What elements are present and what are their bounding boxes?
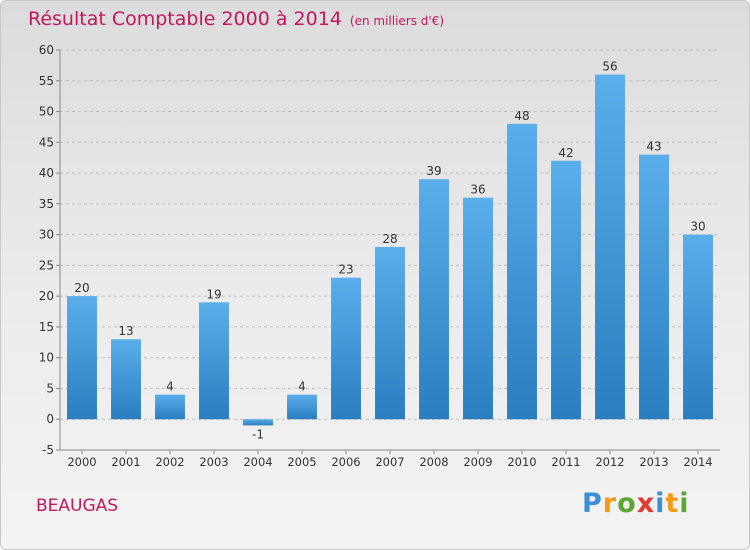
bar [287,394,317,420]
y-tick-label: 40 [39,166,54,180]
x-tick-label: 2002 [155,455,184,469]
x-tick-label: 2013 [639,455,668,469]
bar-value-label: 43 [646,140,661,154]
y-tick-label: 20 [39,289,54,303]
bar-value-label: 36 [470,183,485,197]
chart-title-unit: (en milliers d'€) [349,14,445,28]
y-tick-label: 50 [39,105,54,119]
proxiti-logo[interactable]: Proxiti [582,488,690,519]
y-tick-label: 10 [39,351,54,365]
chart-title-text: Résultat Comptable 2000 à 2014 [28,8,342,30]
logo-letter: i [655,488,666,519]
bar [463,197,493,420]
y-tick-label: 60 [39,43,54,57]
bar [243,419,273,426]
bar-value-label: 56 [602,60,617,74]
bar [155,394,185,420]
x-tick-label: 2012 [595,455,624,469]
bar-value-label: 4 [298,380,306,394]
x-tick-label: 2004 [243,455,272,469]
bar [683,234,713,420]
y-tick-label: 5 [46,381,54,395]
x-tick-label: 2014 [683,455,712,469]
bar [551,160,581,420]
y-tick-label: 15 [39,320,54,334]
bar [375,246,405,420]
x-tick-label: 2011 [551,455,580,469]
commune-name: BEAUGAS [36,496,119,516]
chart-title: Résultat Comptable 2000 à 2014 (en millie… [28,8,444,30]
x-tick-label: 2009 [463,455,492,469]
x-tick-label: 2007 [375,455,404,469]
bar-value-label: -1 [252,427,264,441]
x-tick-label: 2003 [199,455,228,469]
x-tick-label: 2005 [287,455,316,469]
bar-value-label: 28 [382,232,397,246]
x-tick-label: 2008 [419,455,448,469]
bar-value-label: 20 [74,281,89,295]
bar-value-label: 39 [426,164,441,178]
bar [331,277,361,420]
x-tick-label: 2000 [67,455,96,469]
logo-letter: P [582,488,603,519]
bar-value-label: 19 [206,287,221,301]
y-tick-label: 35 [39,197,54,211]
y-tick-label: 30 [39,228,54,242]
y-tick-label: 55 [39,74,54,88]
bar [67,296,97,420]
bar-value-label: 23 [338,263,353,277]
bar [595,74,625,420]
bar [419,179,449,420]
bar-value-label: 30 [690,220,705,234]
bar [111,339,141,420]
y-tick-label: -5 [42,443,54,457]
bar [639,154,669,420]
logo-letter: i [679,488,690,519]
bar [199,302,229,420]
bar-value-label: 48 [514,109,529,123]
bar-value-label: 42 [558,146,573,160]
bar-value-label: 4 [166,380,174,394]
bar-value-label: 13 [118,324,133,338]
bar [507,123,537,420]
x-tick-label: 2006 [331,455,360,469]
logo-letter: r [602,488,618,519]
logo-letter: o [617,488,637,519]
y-tick-label: 25 [39,258,54,272]
logo-letter: x [636,488,656,519]
x-tick-label: 2010 [507,455,536,469]
logo-letter: t [665,488,680,519]
y-tick-label: 0 [46,412,54,426]
x-tick-label: 2001 [111,455,140,469]
y-tick-label: 45 [39,135,54,149]
